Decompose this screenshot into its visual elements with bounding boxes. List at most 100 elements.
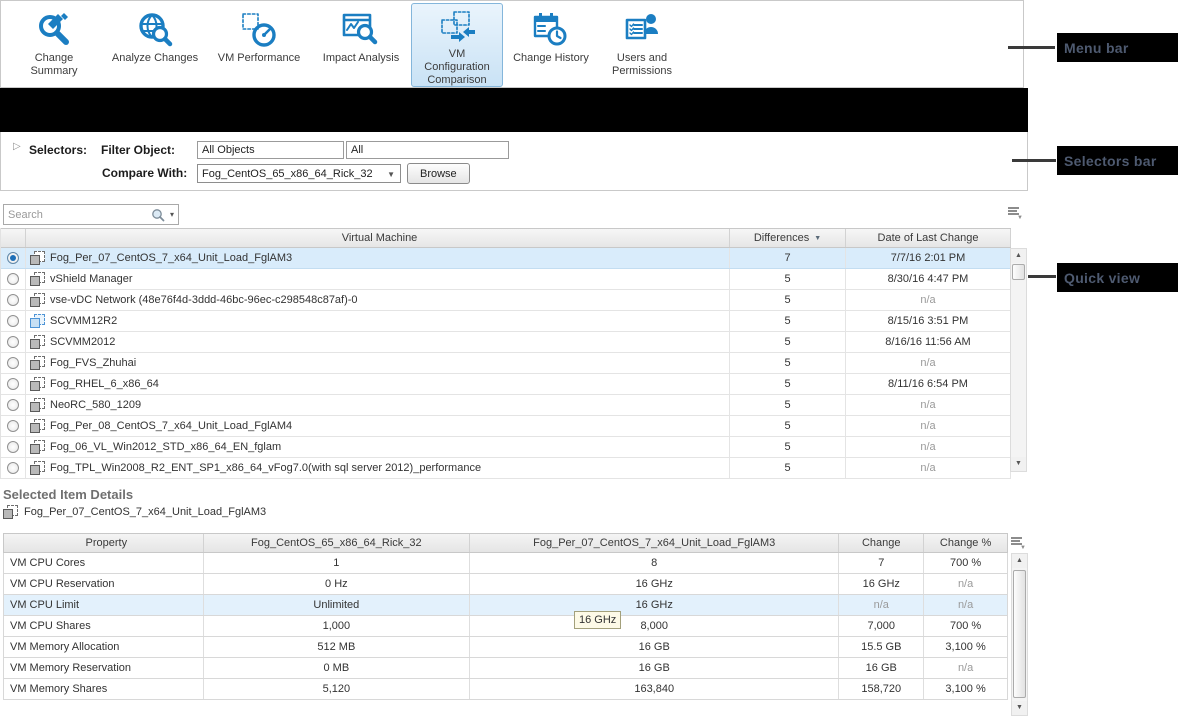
- compare-with-dropdown[interactable]: Fog_CentOS_65_x86_64_Rick_32: [197, 164, 401, 183]
- row-radio-button[interactable]: [7, 357, 19, 369]
- quick-view-scrollbar-thumb[interactable]: [1012, 264, 1025, 280]
- filter-type-input[interactable]: [346, 141, 509, 159]
- change-value: 16 GHz: [839, 574, 925, 594]
- vm-name[interactable]: vShield Manager: [50, 273, 133, 285]
- details-row[interactable]: VM CPU Shares 1,000 8,000 7,000 700 %: [3, 616, 1008, 637]
- vm-name[interactable]: SCVMM12R2: [50, 315, 118, 327]
- differences-value: 5: [730, 374, 846, 394]
- menu-item-label: VM Performance: [217, 52, 301, 64]
- vm-icon: [30, 377, 45, 391]
- vm-name[interactable]: SCVMM2012: [50, 336, 116, 348]
- vm-icon: [30, 293, 45, 307]
- vm-name[interactable]: Fog_TPL_Win2008_R2_ENT_SP1_x86_64_vFog7.…: [50, 462, 482, 474]
- baseline-value: 0 MB: [204, 658, 471, 678]
- row-radio-button[interactable]: [7, 462, 19, 474]
- details-row[interactable]: VM CPU Reservation 0 Hz 16 GHz 16 GHz n/…: [3, 574, 1008, 595]
- vm-name[interactable]: NeoRC_580_1209: [50, 399, 142, 411]
- vm-icon: [30, 251, 45, 265]
- details-customizer-icon[interactable]: [1011, 537, 1026, 550]
- vm-icon: [30, 335, 45, 349]
- scroll-up-icon[interactable]: [1012, 554, 1027, 568]
- analyze-changes-icon: [135, 8, 175, 52]
- table-row[interactable]: Fog_06_VL_Win2012_STD_x86_64_EN_fglam 5 …: [1, 437, 1011, 458]
- details-row[interactable]: VM CPU Cores 1 8 7 700 %: [3, 553, 1008, 574]
- table-row[interactable]: Fog_RHEL_6_x86_64 5 8/11/16 6:54 PM: [1, 374, 1011, 395]
- row-radio-button[interactable]: [7, 399, 19, 411]
- change-history-icon: [531, 8, 571, 52]
- row-radio-button[interactable]: [7, 441, 19, 453]
- last-change-value: n/a: [846, 458, 1011, 478]
- selectors-label: Selectors:: [29, 143, 88, 157]
- compare-with-value: Fog_CentOS_65_x86_64_Rick_32: [202, 167, 373, 180]
- table-row[interactable]: Fog_TPL_Win2008_R2_ENT_SP1_x86_64_vFog7.…: [1, 458, 1011, 479]
- row-radio-button[interactable]: [7, 273, 19, 285]
- browse-button[interactable]: Browse: [407, 163, 470, 184]
- details-table: Property Fog_CentOS_65_x86_64_Rick_32 Fo…: [3, 533, 1008, 700]
- quick-view-callout-line: [1028, 275, 1056, 278]
- details-row[interactable]: VM Memory Shares 5,120 163,840 158,720 3…: [3, 679, 1008, 700]
- table-row[interactable]: SCVMM12R2 5 8/15/16 3:51 PM: [1, 311, 1011, 332]
- quick-view-scrollbar[interactable]: [1010, 248, 1027, 472]
- vm-performance-icon: [239, 8, 279, 52]
- compared-value: 16 GB: [470, 637, 840, 657]
- menu-item-impact-analysis[interactable]: Impact Analysis: [311, 3, 411, 87]
- row-radio-button[interactable]: [7, 315, 19, 327]
- header-date-of-last-change[interactable]: Date of Last Change: [846, 229, 1011, 247]
- details-row[interactable]: VM CPU Limit Unlimited 16 GHz n/a n/a: [3, 595, 1008, 616]
- menu-item-label: Change Summary: [30, 52, 78, 77]
- scroll-down-icon[interactable]: [1011, 457, 1026, 471]
- table-row[interactable]: Fog_Per_07_CentOS_7_x64_Unit_Load_FglAM3…: [1, 248, 1011, 269]
- scroll-down-icon[interactable]: [1012, 701, 1027, 715]
- row-radio-button[interactable]: [7, 252, 19, 264]
- row-radio-button[interactable]: [7, 294, 19, 306]
- table-row[interactable]: Fog_FVS_Zhuhai 5 n/a: [1, 353, 1011, 374]
- search-options-caret-icon[interactable]: [166, 210, 178, 219]
- vm-name[interactable]: Fog_Per_07_CentOS_7_x64_Unit_Load_FglAM3: [50, 252, 293, 264]
- vm-name[interactable]: Fog_FVS_Zhuhai: [50, 357, 137, 369]
- vm-configuration-comparison-icon: [437, 8, 477, 48]
- menu-item-analyze-changes[interactable]: Analyze Changes: [103, 3, 207, 87]
- vm-name[interactable]: Fog_RHEL_6_x86_64: [50, 378, 159, 390]
- change-pct-value: 3,100 %: [945, 641, 986, 653]
- quick-view-annotation: Quick view: [1057, 263, 1178, 292]
- menu-item-label: Change History: [513, 52, 589, 64]
- last-change-value: n/a: [846, 437, 1011, 457]
- quick-view-rows: Fog_Per_07_CentOS_7_x64_Unit_Load_FglAM3…: [1, 248, 1011, 479]
- search-input[interactable]: [4, 208, 150, 221]
- vm-name[interactable]: Fog_Per_08_CentOS_7_x64_Unit_Load_FglAM4: [50, 420, 293, 432]
- table-row[interactable]: Fog_Per_08_CentOS_7_x64_Unit_Load_FglAM4…: [1, 416, 1011, 437]
- header-change-pct: Change %: [939, 537, 992, 549]
- vm-name[interactable]: Fog_06_VL_Win2012_STD_x86_64_EN_fglam: [50, 441, 282, 453]
- vm-icon: [30, 419, 45, 433]
- menu-item-vm-configuration-comparison[interactable]: VM Configuration Comparison: [411, 3, 503, 87]
- table-row[interactable]: vse-vDC Network (48e76f4d-3ddd-46bc-96ec…: [1, 290, 1011, 311]
- row-radio-button[interactable]: [7, 336, 19, 348]
- details-scrollbar-thumb[interactable]: [1013, 570, 1026, 698]
- row-radio-button[interactable]: [7, 378, 19, 390]
- filter-object-input[interactable]: [197, 141, 344, 159]
- header-virtual-machine[interactable]: Virtual Machine: [26, 229, 730, 247]
- search-icon[interactable]: [150, 207, 166, 223]
- table-row[interactable]: NeoRC_580_1209 5 n/a: [1, 395, 1011, 416]
- menu-item-vm-performance[interactable]: VM Performance: [207, 3, 311, 87]
- property-name: VM CPU Cores: [4, 553, 204, 573]
- details-row[interactable]: VM Memory Allocation 512 MB 16 GB 15.5 G…: [3, 637, 1008, 658]
- quick-view-customizer-icon[interactable]: [1008, 207, 1023, 220]
- scroll-up-icon[interactable]: [1011, 249, 1026, 263]
- details-scrollbar[interactable]: [1011, 553, 1028, 716]
- table-row[interactable]: SCVMM2012 5 8/16/16 11:56 AM: [1, 332, 1011, 353]
- header-differences[interactable]: Differences: [730, 229, 846, 247]
- change-pct-value: n/a: [957, 599, 974, 611]
- header-baseline-vm: Fog_CentOS_65_x86_64_Rick_32: [204, 534, 471, 552]
- menu-item-change-history[interactable]: Change History: [503, 3, 599, 87]
- baseline-value: 1: [204, 553, 471, 573]
- selectors-expander-icon[interactable]: [13, 141, 21, 152]
- menu-item-label: Users and Permissions: [612, 52, 672, 77]
- baseline-value: 1,000: [204, 616, 471, 636]
- table-row[interactable]: vShield Manager 5 8/30/16 4:47 PM: [1, 269, 1011, 290]
- menu-item-users-and-permissions[interactable]: Users and Permissions: [599, 3, 685, 87]
- details-row[interactable]: VM Memory Reservation 0 MB 16 GB 16 GB n…: [3, 658, 1008, 679]
- menu-item-change-summary[interactable]: Change Summary: [5, 3, 103, 87]
- vm-name[interactable]: vse-vDC Network (48e76f4d-3ddd-46bc-96ec…: [50, 294, 358, 306]
- row-radio-button[interactable]: [7, 420, 19, 432]
